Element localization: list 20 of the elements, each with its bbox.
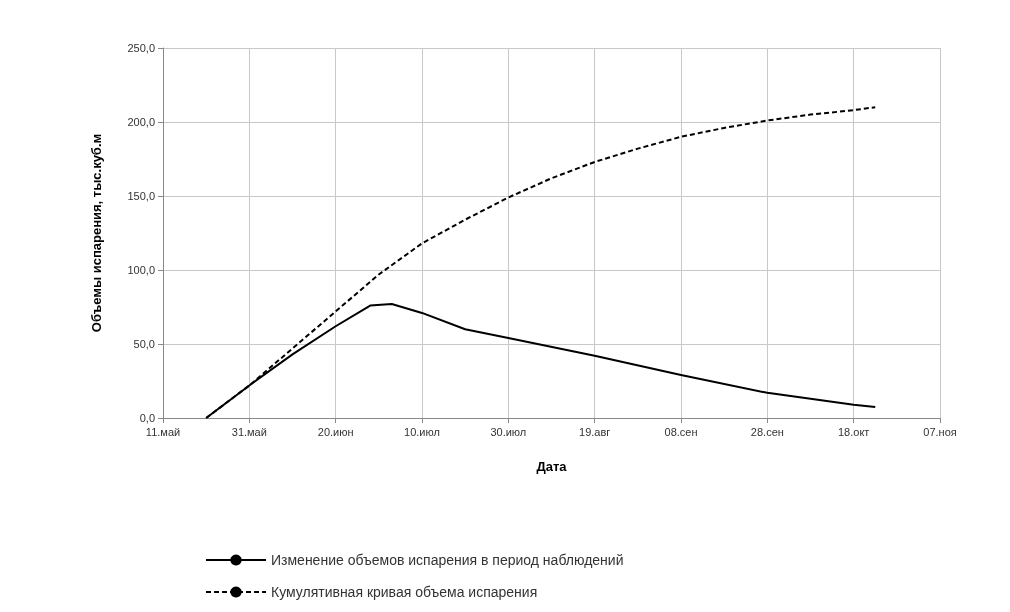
x-tick-label: 20.июн	[317, 425, 354, 438]
y-tick-label: 200,0	[127, 116, 155, 128]
y-tick-label: 250,0	[127, 42, 155, 54]
y-tick-label: 150,0	[127, 190, 155, 202]
x-tick-label: 08.сен	[664, 425, 698, 438]
y-tick-label: 0,0	[139, 412, 155, 424]
y-tick-label: 50,0	[133, 338, 155, 350]
x-tick-label: 19.авг	[579, 425, 611, 438]
x-tick-label: 07.ноя	[923, 425, 957, 438]
x-tick-label: 28.сен	[750, 425, 784, 438]
y-axis-title: Объемы испарения, тыс.куб.м	[89, 133, 104, 333]
x-tick-label: 30.июл	[490, 425, 527, 438]
legend-label: Изменение объемов испарения в период наблюдений	[271, 552, 624, 568]
x-tick-label: 10.июл	[404, 425, 440, 438]
x-tick-label: 11.май	[145, 425, 181, 438]
y-tick-label: 100,0	[127, 264, 155, 276]
x-axis-title: Дата	[536, 459, 568, 474]
x-tick-label: 18.окт	[837, 425, 870, 438]
legend-label: Кумулятивная кривая объема испарения	[271, 584, 538, 600]
x-tick-label: 31.май	[231, 425, 267, 438]
